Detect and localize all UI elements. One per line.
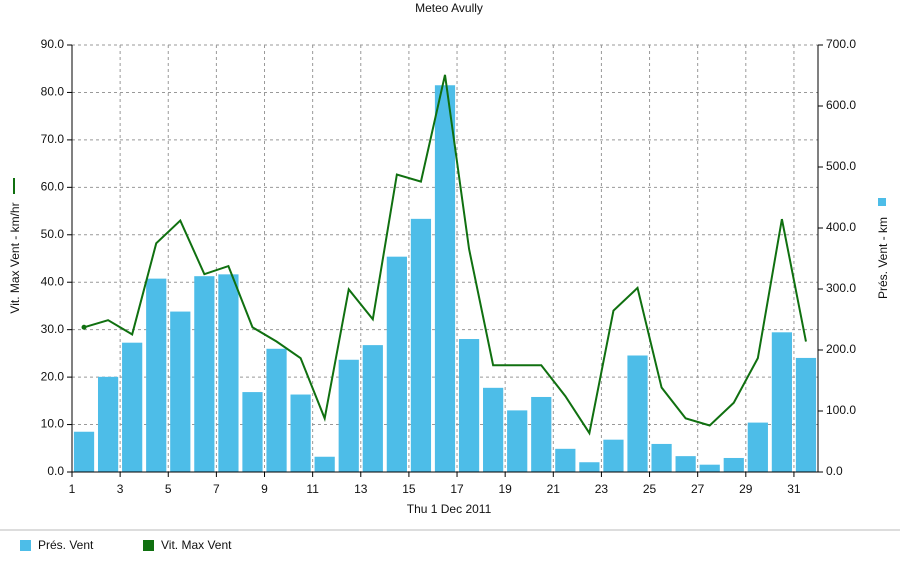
bar [579,462,600,472]
x-axis-label: Thu 1 Dec 2011 [407,502,492,516]
y2-tick-label: 600.0 [826,98,856,112]
y-tick-label: 80.0 [41,85,65,99]
bar [146,278,167,472]
y-tick-label: 70.0 [41,132,65,146]
bar [122,342,143,472]
bar [675,456,696,472]
legend-swatch [20,540,31,551]
y2-tick-label: 700.0 [826,37,856,51]
y-tick-label: 60.0 [41,180,65,194]
bar [314,456,335,472]
line-marker [81,324,87,330]
x-tick-label: 17 [450,482,464,496]
x-tick-label: 13 [354,482,368,496]
x-tick-label: 7 [213,482,220,496]
bar [531,396,552,472]
bar [434,85,456,472]
x-tick-label: 23 [595,482,609,496]
y-tick-label: 50.0 [41,227,65,241]
bar [410,218,432,472]
bar [386,256,407,472]
y2-tick-label: 500.0 [826,159,856,173]
bar [699,464,720,472]
x-tick-label: 5 [165,482,172,496]
bar [603,439,624,472]
bar [771,332,793,472]
bar [555,448,576,472]
y2-tick-label: 300.0 [826,281,856,295]
y2-tick-label: 200.0 [826,342,856,356]
x-tick-label: 1 [69,482,76,496]
x-tick-label: 21 [547,482,561,496]
bar [458,339,480,472]
y2-axis-label: Prés. Vent - km [876,217,890,299]
bar [338,359,359,472]
bar [242,392,263,472]
line [83,74,807,436]
chart-title: Meteo Avully [415,1,483,15]
x-tick-label: 11 [306,482,319,496]
bar [73,431,95,472]
y-tick-label: 20.0 [41,369,65,383]
bar [651,443,672,472]
x-tick-label: 9 [261,482,268,496]
bar [723,457,744,472]
bar [266,348,287,472]
legend-label: Prés. Vent [38,538,94,552]
y2-tick-label: 0.0 [826,464,843,478]
x-tick-label: 3 [117,482,124,496]
x-tick-label: 15 [402,482,416,496]
y2-axis-key [878,198,886,206]
bar [97,376,119,472]
bar [218,274,239,472]
bar [627,355,648,472]
x-tick-label: 25 [643,482,657,496]
x-tick-label: 31 [787,482,801,496]
y2-tick-label: 400.0 [826,220,856,234]
legend-swatch [143,540,154,551]
y-tick-label: 10.0 [41,417,65,431]
x-tick-label: 29 [739,482,753,496]
bar [483,387,504,472]
legend-label: Vit. Max Vent [161,538,232,552]
y-tick-label: 90.0 [41,37,65,51]
y2-tick-label: 100.0 [826,403,856,417]
bar [194,276,215,472]
x-tick-label: 19 [498,482,512,496]
y-axis-label: Vit. Max Vent - km/hr [8,202,22,313]
bar [795,357,817,472]
bar [747,422,768,472]
bar [362,345,383,472]
bar [507,410,528,472]
bar [170,311,191,472]
bar [290,394,311,472]
y-tick-label: 40.0 [41,274,65,288]
y-tick-label: 30.0 [41,322,65,336]
x-tick-label: 27 [691,482,705,496]
y-tick-label: 0.0 [47,464,64,478]
